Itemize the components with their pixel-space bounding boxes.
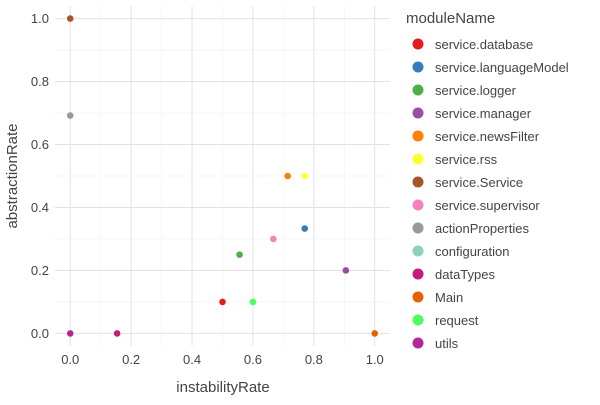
y-tick-label: 1.0	[31, 11, 49, 26]
x-axis-label: instabilityRate	[176, 379, 269, 396]
y-axis-label: abstractionRate	[4, 123, 21, 228]
legend-marker	[412, 314, 424, 326]
data-point	[66, 15, 74, 22]
legend-label: service.languageModel	[435, 60, 569, 75]
legend-label: request	[435, 313, 479, 328]
legend: moduleName service.database service.langu…	[406, 10, 569, 351]
y-tick-label: 0.6	[31, 137, 49, 152]
legend-items: service.database service.languageModel ser…	[412, 37, 569, 351]
legend-label: utils	[435, 336, 459, 351]
legend-marker	[412, 268, 424, 280]
legend-marker	[412, 245, 424, 257]
legend-label: service.newsFilter	[435, 129, 540, 144]
y-tick-label: 0.0	[31, 326, 49, 341]
legend-label: service.manager	[435, 106, 532, 121]
legend-marker	[412, 130, 424, 142]
legend-label: service.database	[435, 37, 533, 52]
data-point	[219, 298, 226, 306]
legend-marker	[412, 107, 424, 119]
axis-ticks: 0.0 0.2 0.4 0.6 0.8 1.0 0.0 0.2 0.4 0.6 0.8 1.0	[31, 11, 384, 367]
legend-label: service.Service	[435, 175, 523, 190]
data-point	[270, 235, 277, 243]
legend-label: configuration	[435, 244, 509, 259]
data-point	[113, 330, 121, 337]
legend-marker	[412, 38, 424, 50]
x-tick-label: 1.0	[366, 352, 384, 367]
legend-label: actionProperties	[435, 221, 529, 236]
data-point	[66, 112, 74, 119]
legend-label: service.rss	[435, 152, 498, 167]
legend-marker	[412, 291, 424, 303]
legend-marker	[412, 222, 424, 234]
legend-marker	[412, 337, 424, 349]
data-point	[249, 298, 257, 306]
y-tick-label: 0.2	[31, 263, 49, 278]
data-points	[66, 15, 379, 337]
legend-marker	[412, 199, 424, 211]
y-tick-label: 0.4	[31, 200, 49, 215]
data-point	[301, 172, 309, 180]
data-point	[284, 172, 291, 180]
legend-title: moduleName	[406, 10, 495, 27]
legend-marker	[412, 176, 424, 188]
x-tick-label: 0.8	[305, 352, 323, 367]
legend-label: dataTypes	[435, 267, 495, 282]
y-tick-label: 0.8	[31, 74, 49, 89]
data-point	[236, 251, 243, 259]
grid	[55, 6, 390, 346]
legend-label: service.supervisor	[435, 198, 540, 213]
legend-label: service.logger	[435, 83, 517, 98]
x-tick-label: 0.2	[122, 352, 140, 367]
x-tick-label: 0.6	[244, 352, 262, 367]
x-tick-label: 0.4	[183, 352, 201, 367]
data-point	[342, 267, 350, 274]
x-tick-label: 0.0	[61, 352, 79, 367]
legend-marker	[412, 84, 424, 96]
legend-marker	[412, 61, 424, 73]
data-point	[301, 225, 309, 232]
legend-marker	[412, 153, 424, 165]
data-point	[66, 330, 74, 337]
legend-label: Main	[435, 290, 463, 305]
data-point	[371, 330, 379, 337]
